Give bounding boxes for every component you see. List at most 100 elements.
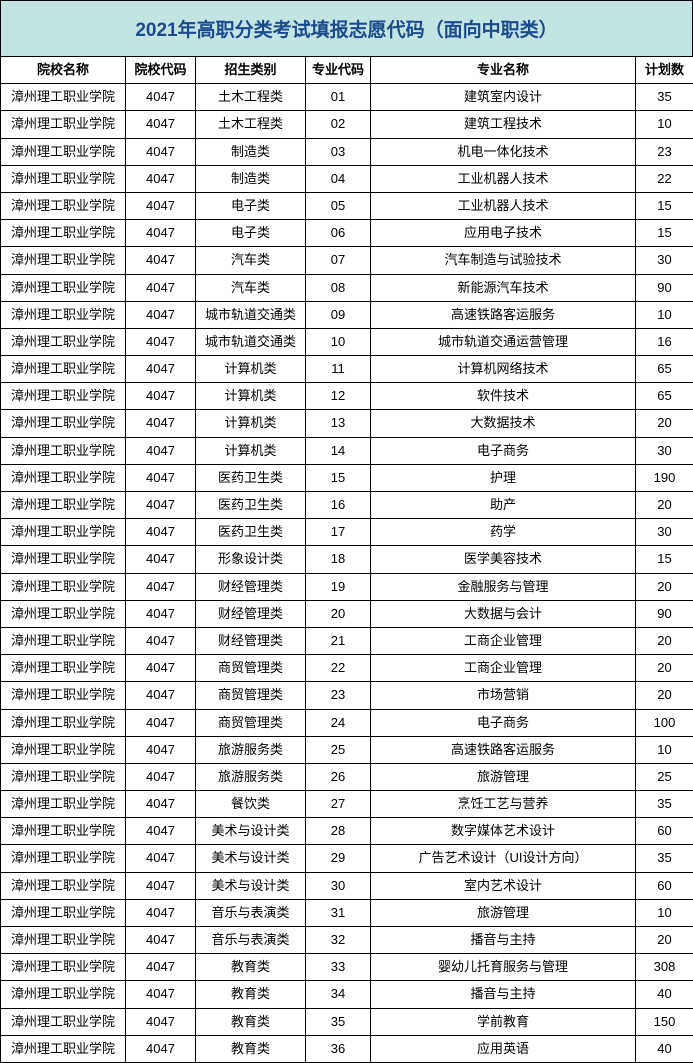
table-cell: 4047 [126,872,196,899]
table-cell: 4047 [126,492,196,519]
table-cell: 4047 [126,519,196,546]
table-cell: 汽车制造与试验技术 [371,247,636,274]
col-header-plan: 计划数 [636,57,693,84]
table-cell: 医药卫生类 [196,492,306,519]
table-cell: 商贸管理类 [196,709,306,736]
table-header: 院校名称 院校代码 招生类别 专业代码 专业名称 计划数 [1,57,693,84]
table-cell: 商贸管理类 [196,682,306,709]
table-cell: 06 [306,220,371,247]
table-row: 漳州理工职业学院4047土木工程类01建筑室内设计35 [1,84,693,111]
table-cell: 34 [306,981,371,1008]
table-cell: 室内艺术设计 [371,872,636,899]
table-cell: 16 [306,492,371,519]
table-cell: 漳州理工职业学院 [1,1008,126,1035]
table-row: 漳州理工职业学院4047制造类03机电一体化技术23 [1,138,693,165]
table-cell: 4047 [126,274,196,301]
table-cell: 金融服务与管理 [371,573,636,600]
table-cell: 4047 [126,192,196,219]
table-cell: 汽车类 [196,247,306,274]
table-cell: 漳州理工职业学院 [1,1035,126,1062]
table-cell: 漳州理工职业学院 [1,274,126,301]
table-cell: 22 [306,655,371,682]
table-cell: 广告艺术设计（UI设计方向） [371,845,636,872]
table-cell: 24 [306,709,371,736]
table-cell: 15 [636,192,693,219]
table-row: 漳州理工职业学院4047电子类05工业机器人技术15 [1,192,693,219]
table-cell: 30 [636,247,693,274]
table-row: 漳州理工职业学院4047旅游服务类26旅游管理25 [1,763,693,790]
table-cell: 4047 [126,763,196,790]
table-cell: 20 [636,655,693,682]
table-cell: 4047 [126,138,196,165]
table-cell: 旅游服务类 [196,763,306,790]
table-row: 漳州理工职业学院4047医药卫生类17药学30 [1,519,693,546]
col-header-category: 招生类别 [196,57,306,84]
table-cell: 漳州理工职业学院 [1,437,126,464]
table-cell: 电子商务 [371,437,636,464]
table-cell: 漳州理工职业学院 [1,872,126,899]
table-cell: 制造类 [196,138,306,165]
table-row: 漳州理工职业学院4047形象设计类18医学美容技术15 [1,546,693,573]
table-cell: 电子商务 [371,709,636,736]
table-cell: 40 [636,981,693,1008]
table-cell: 29 [306,845,371,872]
table-cell: 4047 [126,356,196,383]
table-cell: 漳州理工职业学院 [1,627,126,654]
table-cell: 漳州理工职业学院 [1,954,126,981]
table-cell: 电子类 [196,220,306,247]
table-cell: 4047 [126,655,196,682]
table-body: 漳州理工职业学院4047土木工程类01建筑室内设计35漳州理工职业学院4047土… [1,84,693,1063]
table-cell: 4047 [126,845,196,872]
table-cell: 4047 [126,682,196,709]
table-cell: 30 [306,872,371,899]
table-row: 漳州理工职业学院4047计算机类14电子商务30 [1,437,693,464]
table-row: 漳州理工职业学院4047汽车类07汽车制造与试验技术30 [1,247,693,274]
table-cell: 01 [306,84,371,111]
table-row: 漳州理工职业学院4047医药卫生类15护理190 [1,464,693,491]
table-row: 漳州理工职业学院4047旅游服务类25高速铁路客运服务10 [1,736,693,763]
table-cell: 土木工程类 [196,84,306,111]
table-cell: 形象设计类 [196,546,306,573]
table-cell: 漳州理工职业学院 [1,220,126,247]
table-cell: 漳州理工职业学院 [1,736,126,763]
table-cell: 漳州理工职业学院 [1,111,126,138]
table-row: 漳州理工职业学院4047教育类35学前教育150 [1,1008,693,1035]
table-cell: 10 [636,736,693,763]
table-cell: 60 [636,818,693,845]
table-cell: 音乐与表演类 [196,899,306,926]
table-cell: 教育类 [196,954,306,981]
table-cell: 数字媒体艺术设计 [371,818,636,845]
table-cell: 旅游管理 [371,763,636,790]
table-cell: 教育类 [196,1035,306,1062]
table-cell: 美术与设计类 [196,872,306,899]
page-title: 2021年高职分类考试填报志愿代码（面向中职类） [1,15,692,42]
table-cell: 漳州理工职业学院 [1,899,126,926]
table-cell: 漳州理工职业学院 [1,247,126,274]
table-cell: 35 [306,1008,371,1035]
table-cell: 31 [306,899,371,926]
table-cell: 漳州理工职业学院 [1,192,126,219]
table-cell: 21 [306,627,371,654]
table-cell: 计算机类 [196,383,306,410]
table-cell: 工业机器人技术 [371,165,636,192]
table-cell: 308 [636,954,693,981]
table-cell: 14 [306,437,371,464]
table-cell: 4047 [126,165,196,192]
table-cell: 65 [636,383,693,410]
table-cell: 旅游管理 [371,899,636,926]
table-cell: 漳州理工职业学院 [1,328,126,355]
table-cell: 商贸管理类 [196,655,306,682]
table-cell: 20 [636,573,693,600]
table-cell: 机电一体化技术 [371,138,636,165]
table-cell: 医药卫生类 [196,464,306,491]
table-cell: 4047 [126,464,196,491]
table-cell: 4047 [126,954,196,981]
table-cell: 美术与设计类 [196,818,306,845]
table-cell: 护理 [371,464,636,491]
table-cell: 漳州理工职业学院 [1,464,126,491]
table-row: 漳州理工职业学院4047商贸管理类22工商企业管理20 [1,655,693,682]
table-cell: 4047 [126,818,196,845]
table-cell: 大数据技术 [371,410,636,437]
table-cell: 高速铁路客运服务 [371,301,636,328]
table-cell: 4047 [126,600,196,627]
